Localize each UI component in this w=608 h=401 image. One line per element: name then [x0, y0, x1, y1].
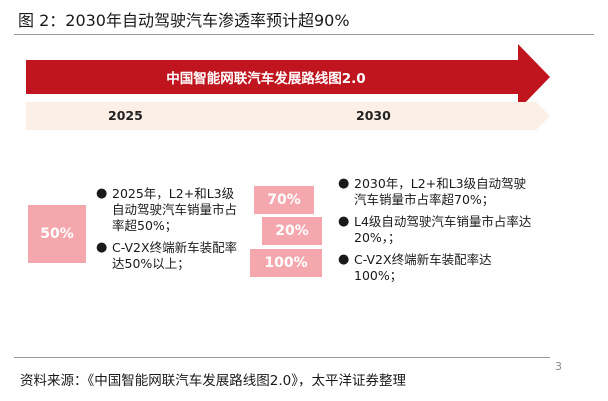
- source-note: 资料来源：《中国智能网联汽车发展路线图2.0》，太平洋证券整理: [20, 373, 406, 389]
- figure-title: 图 2：2030年自动驾驶汽车渗透率预计超90%: [18, 11, 350, 30]
- share-box-l4-2030: 20%: [262, 217, 322, 245]
- year-2030-label: 2030: [356, 108, 391, 123]
- bullet-item: ● 2030年，L2+和L3级自动驾驶汽车销量市占率超70%；: [338, 176, 527, 207]
- bullet-item: ● C-V2X终端新车装配率达50%以上；: [96, 240, 238, 271]
- bullet-dot-icon: ●: [96, 186, 108, 201]
- share-box-cv2x-2030: 100%: [250, 249, 322, 277]
- roadmap-banner-label: 中国智能网联汽车发展路线图2.0: [166, 71, 366, 87]
- bullet-item: ● C-V2X终端新车装配率达100%；: [338, 252, 492, 283]
- bullet-dot-icon: ●: [338, 252, 350, 267]
- bullet-dot-icon: ●: [338, 214, 350, 229]
- share-box-l2l3-2030: 70%: [254, 186, 314, 214]
- bullet-dot-icon: ●: [96, 240, 108, 255]
- year-2025-label: 2025: [108, 108, 143, 123]
- bullet-item: ● L4级自动驾驶汽车销量市占率达20%，；: [338, 214, 532, 245]
- page-number: 3: [555, 360, 562, 373]
- bullet-dot-icon: ●: [338, 176, 350, 191]
- bullet-item: ● 2025年，L2+和L3级自动驾驶汽车销量市占率超50%；: [96, 186, 238, 233]
- title-divider: [14, 34, 594, 35]
- share-box-2025: 50%: [28, 205, 86, 263]
- bullet-list-2025: ● 2025年，L2+和L3级自动驾驶汽车销量市占率超50%； ● C-V2X终端新…: [94, 186, 244, 278]
- footer-divider: [14, 357, 550, 358]
- roadmap-banner-arrow: [26, 44, 550, 110]
- timeline-arrow: [26, 102, 550, 130]
- bullet-list-2030: ● 2030年，L2+和L3级自动驾驶汽车销量市占率超70%； ● L4级自动驾驶汽…: [336, 176, 536, 290]
